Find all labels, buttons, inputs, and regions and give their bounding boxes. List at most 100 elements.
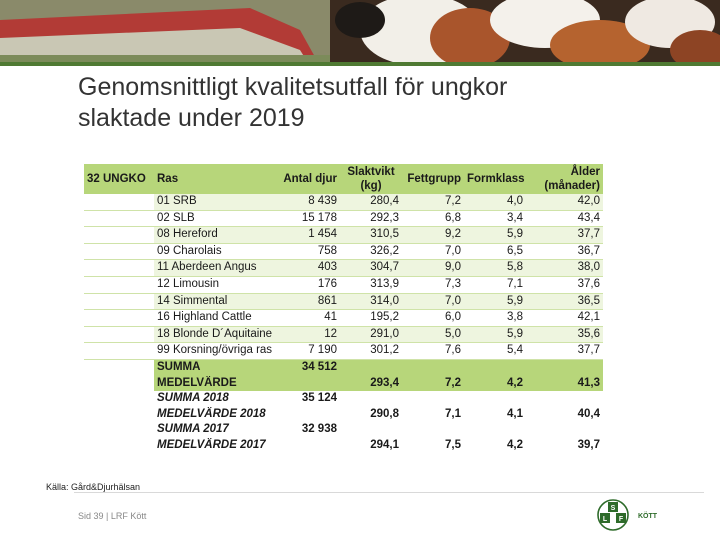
mean-weight: 293,4 xyxy=(340,375,402,392)
breed-cell: 18 Blonde D´Aquitaine xyxy=(154,326,276,344)
form-cell: 5,8 xyxy=(464,259,526,277)
table-row: 01 SRB 8 439 280,4 7,2 4,0 42,0 xyxy=(84,194,603,211)
count-cell: 41 xyxy=(276,309,340,327)
weight-cell: 291,0 xyxy=(340,326,402,344)
mean-label-2017: MEDELVÄRDE 2017 xyxy=(154,437,276,454)
source-note: Källa: Gård&Djurhälsan xyxy=(46,482,141,492)
mean-fat: 7,2 xyxy=(402,375,464,392)
age-cell: 42,1 xyxy=(526,309,603,327)
lrf-kott-logo: S L F KÖTT xyxy=(596,498,686,532)
table-row: 11 Aberdeen Angus 403 304,7 9,0 5,8 38,0 xyxy=(84,259,603,277)
header-banner-photo xyxy=(0,0,720,66)
table-row: 12 Limousin 176 313,9 7,3 7,1 37,6 xyxy=(84,276,603,294)
age-cell: 36,5 xyxy=(526,293,603,311)
form-cell: 7,1 xyxy=(464,276,526,294)
summary-2017-sum-row: SUMMA 2017 32 938 xyxy=(84,422,603,438)
count-cell: 1 454 xyxy=(276,226,340,244)
weight-cell: 313,9 xyxy=(340,276,402,294)
breed-cell: 09 Charolais xyxy=(154,243,276,261)
fat-cell: 6,0 xyxy=(402,309,464,327)
table-header-row: 32 UNGKO Ras Antal djur Slaktvikt (kg) Fe… xyxy=(84,164,603,194)
weight-cell: 195,2 xyxy=(340,309,402,327)
age-cell: 37,6 xyxy=(526,276,603,294)
header-fat: Fettgrupp xyxy=(402,164,464,194)
header-code: 32 UNGKO xyxy=(84,164,154,194)
count-cell: 12 xyxy=(276,326,340,344)
summary-2019-sum-row: SUMMA 34 512 xyxy=(84,358,603,376)
age-cell: 37,7 xyxy=(526,342,603,360)
mean-age-2017: 39,7 xyxy=(526,437,603,454)
age-cell: 43,4 xyxy=(526,210,603,228)
mean-fat-2018: 7,1 xyxy=(402,406,464,423)
header-count: Antal djur xyxy=(276,164,340,194)
header-weight-line1: Slaktvikt xyxy=(347,166,395,178)
sum-count-2018: 35 124 xyxy=(276,391,340,407)
mean-label-2018: MEDELVÄRDE 2018 xyxy=(154,406,276,423)
age-cell: 35,6 xyxy=(526,326,603,344)
weight-cell: 280,4 xyxy=(340,194,402,211)
sum-label-2018: SUMMA 2018 xyxy=(154,391,276,407)
fat-cell: 5,0 xyxy=(402,326,464,344)
mean-label: MEDELVÄRDE xyxy=(154,375,276,392)
count-cell: 861 xyxy=(276,293,340,311)
fat-cell: 7,6 xyxy=(402,342,464,360)
form-cell: 3,8 xyxy=(464,309,526,327)
form-cell: 5,9 xyxy=(464,226,526,244)
sum-label-2017: SUMMA 2017 xyxy=(154,422,276,438)
table-row: 99 Korsning/övriga ras 7 190 301,2 7,6 5,4 37… xyxy=(84,342,603,360)
age-cell: 42,0 xyxy=(526,194,603,211)
breed-cell: 14 Simmental xyxy=(154,293,276,311)
header-weight: Slaktvikt (kg) xyxy=(340,164,402,194)
mean-weight-2018: 290,8 xyxy=(340,406,402,423)
count-cell: 176 xyxy=(276,276,340,294)
title-line-2: slaktade under 2019 xyxy=(78,104,305,132)
slide-title: Genomsnittligt kvalitetsutfall för ungko… xyxy=(78,72,698,134)
mean-form-2018: 4,1 xyxy=(464,406,526,423)
summary-2017-mean-row: MEDELVÄRDE 2017 294,1 7,5 4,2 39,7 xyxy=(84,437,603,454)
logo-letter: F xyxy=(619,516,624,523)
count-cell: 15 178 xyxy=(276,210,340,228)
mean-form: 4,2 xyxy=(464,375,526,392)
title-line-1: Genomsnittligt kvalitetsutfall för ungko… xyxy=(78,73,508,101)
form-cell: 5,9 xyxy=(464,326,526,344)
age-cell: 36,7 xyxy=(526,243,603,261)
weight-cell: 310,5 xyxy=(340,226,402,244)
page-footer: Sid 39 | LRF Kött xyxy=(78,511,147,521)
logo-text: KÖTT xyxy=(638,511,658,520)
count-cell: 8 439 xyxy=(276,194,340,211)
breed-cell: 16 Highland Cattle xyxy=(154,309,276,327)
count-cell: 403 xyxy=(276,259,340,277)
summary-2018-mean-row: MEDELVÄRDE 2018 290,8 7,1 4,1 40,4 xyxy=(84,406,603,423)
table-row: 02 SLB 15 178 292,3 6,8 3,4 43,4 xyxy=(84,210,603,228)
breed-cell: 11 Aberdeen Angus xyxy=(154,259,276,277)
breed-cell: 02 SLB xyxy=(154,210,276,228)
fat-cell: 7,3 xyxy=(402,276,464,294)
fat-cell: 7,2 xyxy=(402,194,464,211)
fat-cell: 9,0 xyxy=(402,259,464,277)
summary-2019-mean-row: MEDELVÄRDE 293,4 7,2 4,2 41,3 xyxy=(84,375,603,392)
table-row: 18 Blonde D´Aquitaine 12 291,0 5,0 5,9 35,6 xyxy=(84,326,603,344)
fat-cell: 6,8 xyxy=(402,210,464,228)
cattle-photo xyxy=(0,0,720,66)
header-weight-line2: (kg) xyxy=(360,180,382,192)
breed-cell: 12 Limousin xyxy=(154,276,276,294)
summary-2018-sum-row: SUMMA 2018 35 124 xyxy=(84,391,603,407)
fat-cell: 9,2 xyxy=(402,226,464,244)
form-cell: 4,0 xyxy=(464,194,526,211)
mean-weight-2017: 294,1 xyxy=(340,437,402,454)
table-row: 16 Highland Cattle 41 195,2 6,0 3,8 42,1 xyxy=(84,309,603,327)
table-row: 08 Hereford 1 454 310,5 9,2 5,9 37,7 xyxy=(84,226,603,244)
breed-cell: 99 Korsning/övriga ras xyxy=(154,342,276,360)
mean-age: 41,3 xyxy=(526,375,603,392)
weight-cell: 326,2 xyxy=(340,243,402,261)
count-cell: 758 xyxy=(276,243,340,261)
header-age-line1: Ålder xyxy=(570,166,600,178)
age-cell: 37,7 xyxy=(526,226,603,244)
table-row: 14 Simmental 861 314,0 7,0 5,9 36,5 xyxy=(84,293,603,311)
logo-letter: S xyxy=(611,505,616,512)
weight-cell: 301,2 xyxy=(340,342,402,360)
sum-label: SUMMA xyxy=(154,358,276,376)
mean-form-2017: 4,2 xyxy=(464,437,526,454)
form-cell: 5,4 xyxy=(464,342,526,360)
sum-count: 34 512 xyxy=(276,358,340,376)
